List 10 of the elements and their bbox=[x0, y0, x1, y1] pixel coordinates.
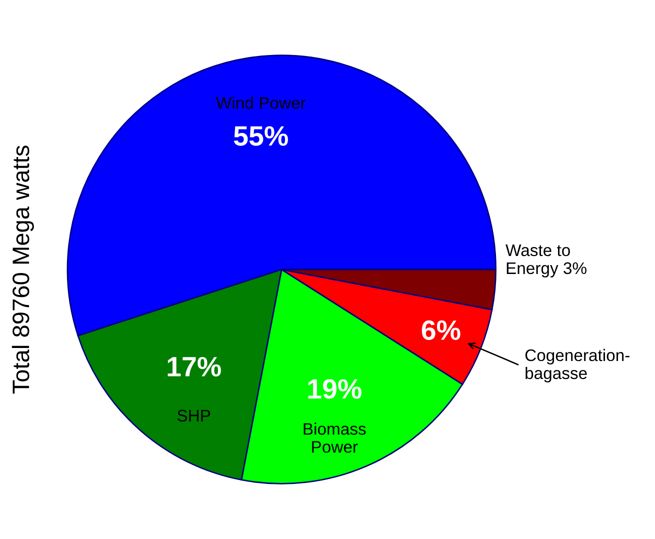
slice-label: Waste to Energy 3% bbox=[506, 244, 586, 278]
slice-label: SHP bbox=[177, 410, 210, 422]
slice-label: Cogeneration- bagasse bbox=[525, 348, 630, 382]
text: Total 89760 Mega watts bbox=[12, 146, 34, 394]
slice-label: Biomass Power bbox=[304, 422, 366, 453]
data-label: 6% bbox=[422, 320, 460, 340]
slice-label: Wind Power bbox=[216, 96, 306, 109]
data-label: 55% bbox=[234, 126, 288, 146]
data-label: 19% bbox=[308, 379, 362, 399]
data-label: 17% bbox=[168, 356, 221, 376]
